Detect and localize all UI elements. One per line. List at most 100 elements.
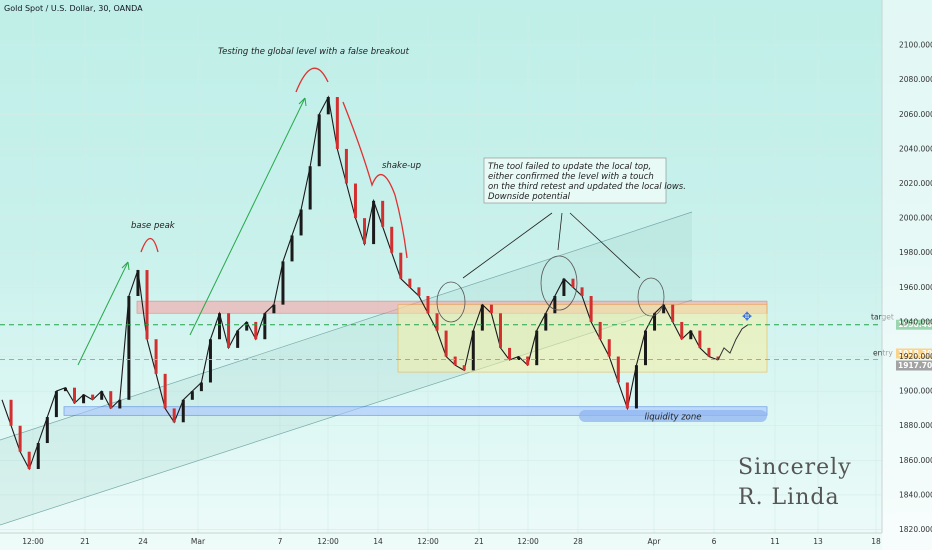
candle bbox=[208, 339, 212, 383]
candle bbox=[281, 261, 285, 305]
candle bbox=[671, 304, 675, 322]
candle bbox=[91, 394, 95, 400]
signature-line-2: R. Linda bbox=[738, 485, 840, 510]
candle bbox=[580, 287, 584, 296]
candle bbox=[299, 209, 303, 236]
candle bbox=[653, 313, 657, 331]
price-series: ✥ bbox=[1, 95, 752, 471]
arrow-green-2 bbox=[189, 97, 306, 336]
candle bbox=[426, 295, 430, 314]
candle bbox=[634, 365, 638, 409]
grid bbox=[0, 14, 882, 533]
y-tick-label: 1940.000 bbox=[899, 317, 932, 326]
channel-fill bbox=[0, 212, 692, 525]
candle bbox=[508, 347, 512, 360]
candle bbox=[480, 304, 484, 331]
x-tick-label: 24 bbox=[138, 537, 148, 546]
x-tick-label: 28 bbox=[573, 537, 583, 546]
y-tick-label: 2000.000 bbox=[899, 214, 932, 223]
x-tick-label: 11 bbox=[770, 537, 780, 546]
candle bbox=[9, 399, 13, 426]
candle bbox=[63, 387, 67, 392]
liquidity-zone bbox=[63, 406, 768, 416]
y-tick-label: 1860.000 bbox=[899, 456, 932, 465]
channel-upper bbox=[0, 211, 693, 441]
candle bbox=[372, 200, 376, 245]
candle bbox=[326, 97, 330, 115]
candle bbox=[317, 114, 321, 167]
candle bbox=[453, 356, 457, 366]
liquidity-label: liquidity zone bbox=[645, 413, 702, 423]
candle bbox=[18, 425, 22, 452]
note-box bbox=[483, 157, 667, 204]
x-tick-label: 12:00 bbox=[22, 537, 44, 546]
projection-path bbox=[717, 324, 749, 361]
candle bbox=[73, 387, 77, 404]
candle bbox=[498, 313, 502, 348]
candle bbox=[489, 304, 493, 314]
candle bbox=[544, 313, 548, 331]
candle bbox=[435, 313, 439, 331]
candle bbox=[417, 287, 421, 296]
candle bbox=[471, 330, 475, 371]
note-arrow-1 bbox=[462, 212, 553, 279]
y-tick-label: 2020.000 bbox=[899, 179, 932, 188]
y-tick-label: 1980.000 bbox=[899, 248, 932, 257]
candle bbox=[607, 339, 611, 357]
candle bbox=[526, 356, 530, 366]
false-breakout-label: Testing the global level with a false br… bbox=[218, 47, 410, 57]
base-peak-label: base peak bbox=[131, 221, 176, 231]
candle bbox=[363, 218, 367, 245]
candle bbox=[680, 321, 684, 340]
candle bbox=[698, 330, 702, 348]
y-tick-label: 2060.000 bbox=[899, 110, 932, 119]
note-arrow-3 bbox=[569, 212, 641, 279]
candle bbox=[335, 97, 339, 149]
curve-shake-up bbox=[342, 101, 408, 259]
chart-title: Gold Spot / U.S. Dollar, 30, OANDA bbox=[4, 4, 143, 13]
arrow-head-1 bbox=[121, 261, 130, 271]
candle bbox=[589, 295, 593, 322]
x-tick-label: Mar bbox=[191, 537, 206, 546]
candle bbox=[181, 399, 185, 423]
candle bbox=[109, 391, 113, 409]
x-tick-label: 14 bbox=[373, 537, 383, 546]
curve-false-breakout bbox=[295, 67, 329, 93]
candle bbox=[689, 330, 693, 340]
candle bbox=[707, 347, 711, 357]
candle bbox=[172, 408, 176, 423]
note-arrow-2 bbox=[557, 212, 563, 251]
candle bbox=[218, 313, 222, 340]
candle bbox=[390, 226, 394, 253]
candle bbox=[227, 313, 231, 348]
x-tick-label: 21 bbox=[474, 537, 484, 546]
candle bbox=[82, 394, 86, 404]
candle bbox=[118, 399, 122, 409]
y-tick-label: 1900.000 bbox=[899, 387, 932, 396]
candle bbox=[254, 321, 258, 340]
candle bbox=[199, 382, 203, 392]
candle bbox=[571, 278, 575, 288]
x-tick-label: 6 bbox=[712, 537, 717, 546]
candle bbox=[344, 148, 348, 184]
zones bbox=[0, 211, 768, 526]
note-line: The tool failed to update the local top, bbox=[488, 162, 651, 172]
candle bbox=[154, 339, 158, 374]
candle bbox=[616, 356, 620, 383]
candle bbox=[308, 166, 312, 210]
x-tick-label: 12:00 bbox=[417, 537, 439, 546]
y-tick-label: 1960.000 bbox=[899, 283, 932, 292]
y-axis-panel bbox=[882, 0, 932, 550]
candle bbox=[643, 330, 647, 366]
arrow-head-2 bbox=[298, 97, 307, 107]
note-line: either confirmed the level with a touch bbox=[488, 172, 654, 182]
candle bbox=[145, 270, 149, 340]
retest-circle-1 bbox=[436, 281, 466, 323]
candle bbox=[625, 382, 629, 409]
x-tick-label: 12:00 bbox=[517, 537, 539, 546]
signature-line-1: Sincerely bbox=[738, 455, 852, 480]
range-box bbox=[397, 304, 768, 373]
